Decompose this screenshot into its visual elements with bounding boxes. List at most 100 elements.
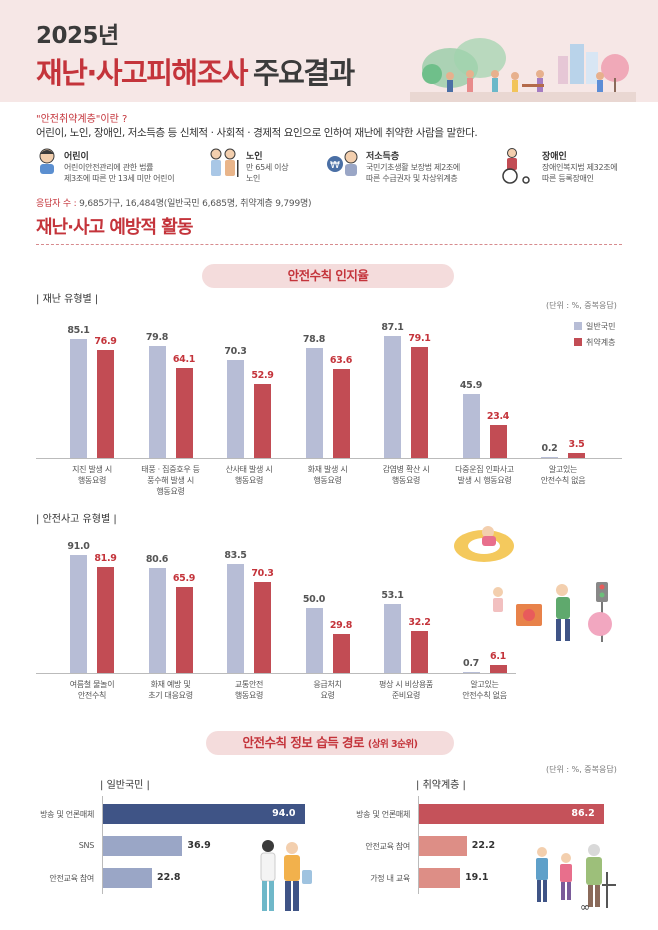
- legend-vulnerable-swatch: [574, 338, 582, 346]
- value-label-vulnerable: 32.2: [408, 617, 431, 629]
- bar-vulnerable: [332, 368, 350, 458]
- bar-general: [305, 347, 323, 458]
- group-name: 저소득층: [366, 152, 400, 162]
- category-label: 안전교육 참여: [365, 842, 410, 851]
- hbar: [103, 804, 306, 824]
- category-label: 다중운집 인파사고 발생 시 행동요령: [455, 465, 514, 485]
- bar-vulnerable: [97, 350, 114, 458]
- value-label-vulnerable: 76.9: [94, 336, 117, 348]
- chart-axis: [102, 796, 103, 894]
- category-label: 안전교육 참여: [49, 874, 94, 883]
- category-label: 알고있는 안전수칙 없음: [540, 465, 586, 485]
- svg-text:₩: ₩: [330, 160, 340, 171]
- bar-vulnerable: [175, 587, 193, 673]
- hbar: [419, 804, 605, 824]
- category-label: 교통안전 행동요령: [234, 680, 264, 700]
- bar-vulnerable: [254, 581, 271, 673]
- value-label-general: 83.5: [224, 550, 247, 562]
- value-label-vulnerable: 23.4: [486, 411, 510, 423]
- category-label: 응급처치 요령: [313, 680, 342, 700]
- report-year: 2025년: [36, 23, 119, 49]
- section-divider: [36, 244, 622, 245]
- bar-vulnerable: [411, 631, 428, 673]
- bar-vulnerable: [568, 453, 585, 458]
- value-label-general: 53.1: [381, 589, 404, 601]
- group-desc: 국민기초생활 보장법 제2조에 따른 수급권자 및 차상위계층: [366, 163, 460, 183]
- section-title: 재난·사고 예방적 활동: [36, 217, 193, 238]
- chart-axis: [418, 796, 419, 894]
- category-label: 알고있는 안전수칙 없음: [462, 680, 507, 700]
- bar-vulnerable: [332, 634, 350, 673]
- value-label-general: 50.0: [302, 594, 326, 605]
- category-label: 가정 내 교육: [370, 874, 410, 883]
- report-title-sub: 주요결과: [252, 56, 355, 90]
- bar-vulnerable: [489, 665, 507, 673]
- chart2-title: | 안전사고 유형별 |: [36, 514, 117, 525]
- value-label: 36.9: [187, 840, 211, 851]
- value-label-general: 91.0: [67, 540, 90, 552]
- accident-type-chart: 91.0 81.9 여름철 물놀이 안전수칙 80.6 65.9 화재 예방 및 초기 대응요…: [36, 525, 622, 715]
- chart3-unit: (단위 : %, 중복응답): [546, 765, 617, 774]
- family-illustration: ∞: [536, 844, 616, 912]
- bar-vulnerable: [489, 425, 507, 458]
- bar-general: [462, 672, 480, 673]
- chart1-unit: (단위 : %, 중복응답): [546, 301, 617, 310]
- bar-general: [148, 568, 166, 673]
- definition-answer: 어린이, 노인, 장애인, 저소득층 등 신체적 · 사회적 · 경제적 요인으…: [36, 127, 478, 139]
- vulnerable-groups: 어린이 어린이안전관리에 관한 법률 제3조에 따른 만 13세 미만 어린이 …: [36, 146, 636, 192]
- vulnerable-chart-title: | 취약계층 |: [416, 780, 466, 791]
- group-name: 어린이: [64, 152, 89, 162]
- couple-illustration: [260, 840, 312, 911]
- disaster-type-chart: 85.1 76.9 지진 발생 시 행동요령 79.8 64.1 태풍 · 집중호우 등 풍수…: [36, 300, 622, 500]
- legend-general: 일반국민: [574, 321, 634, 333]
- svg-text:∞: ∞: [580, 900, 590, 912]
- park-illustration: [410, 38, 636, 102]
- category-label: 여름철 물놀이 안전수칙: [69, 680, 115, 700]
- bar-general: [227, 564, 244, 673]
- value-label-vulnerable: 3.5: [568, 439, 585, 451]
- value-label-vulnerable: 6.1: [490, 651, 506, 663]
- value-label-vulnerable: 65.9: [172, 573, 196, 585]
- value-label-vulnerable: 52.9: [251, 369, 274, 381]
- general-sources-chart: | 일반국민 | 방송 및 언론매체 94.0 SNS 36.9 안전교육 참여 22.8: [20, 776, 320, 896]
- header-banner: 2025년 재난·사고피해조사 주요결과: [0, 0, 658, 102]
- won-icon: ₩: [327, 150, 358, 176]
- bar-vulnerable: [97, 566, 114, 673]
- group-name: 장애인: [542, 152, 567, 162]
- bar-general: [227, 359, 244, 458]
- general-chart-title: | 일반국민 |: [100, 780, 150, 791]
- category-label: SNS: [78, 841, 95, 850]
- value-label-general: 0.2: [541, 443, 558, 454]
- category-label: 태풍 · 집중호우 등 풍수해 발생 시 행동요령: [141, 465, 200, 496]
- bar-general: [70, 554, 87, 673]
- value-label-vulnerable: 81.9: [94, 552, 117, 564]
- hbar: [419, 868, 461, 888]
- respondents-info: 응답자 수 : 9,685가구, 16,484명(일반국민 6,685명, 취약…: [36, 196, 312, 209]
- hbar: [419, 836, 467, 856]
- value-label-general: 87.1: [381, 322, 404, 334]
- bar-vulnerable: [254, 383, 271, 458]
- report-title: 재난·사고피해조사 주요결과: [36, 50, 355, 92]
- value-label-vulnerable: 79.1: [408, 333, 431, 345]
- value-label-general: 85.1: [67, 324, 90, 336]
- value-label: 19.1: [465, 872, 489, 883]
- bar-general: [70, 338, 87, 458]
- category-label: 방송 및 언론매체: [356, 810, 410, 819]
- wheelchair-icon: [502, 148, 530, 184]
- hbar: [103, 868, 153, 888]
- bar-general: [462, 393, 480, 458]
- child-icon: [39, 148, 55, 174]
- category-label: 화재 발생 시 행동요령: [307, 465, 348, 485]
- value-label-general: 80.6: [145, 554, 169, 566]
- chart1-title: | 재난 유형별 |: [36, 294, 99, 305]
- category-label: 방송 및 언론매체: [40, 810, 94, 819]
- category-label: 감염병 확산 시 행동요령: [382, 465, 430, 485]
- awareness-pill: 안전수칙 인지율: [202, 264, 454, 288]
- value-label-general: 70.3: [224, 345, 247, 357]
- value-label-general: 0.7: [463, 658, 479, 669]
- category-label: 지진 발생 시 행동요령: [72, 465, 112, 485]
- bar-general: [384, 603, 401, 673]
- bar-general: [384, 336, 401, 458]
- value-label-vulnerable: 29.8: [329, 620, 353, 632]
- bar-general: [305, 608, 323, 673]
